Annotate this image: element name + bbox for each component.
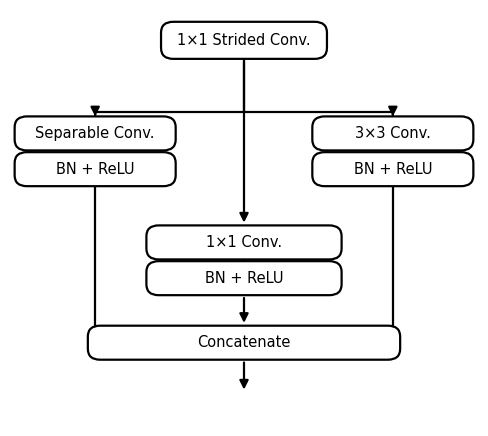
FancyBboxPatch shape [88,326,400,360]
FancyBboxPatch shape [312,116,473,150]
Text: BN + ReLU: BN + ReLU [354,162,432,177]
Text: Concatenate: Concatenate [197,335,291,350]
Text: 1×1 Strided Conv.: 1×1 Strided Conv. [177,33,311,48]
Text: Separable Conv.: Separable Conv. [36,126,155,141]
FancyBboxPatch shape [161,22,327,59]
Text: BN + ReLU: BN + ReLU [56,162,134,177]
FancyBboxPatch shape [146,261,342,295]
FancyBboxPatch shape [15,116,176,150]
Text: 1×1 Conv.: 1×1 Conv. [206,235,282,250]
FancyBboxPatch shape [15,152,176,186]
FancyBboxPatch shape [146,225,342,259]
Text: 3×3 Conv.: 3×3 Conv. [355,126,431,141]
FancyBboxPatch shape [312,152,473,186]
Text: BN + ReLU: BN + ReLU [205,271,283,286]
